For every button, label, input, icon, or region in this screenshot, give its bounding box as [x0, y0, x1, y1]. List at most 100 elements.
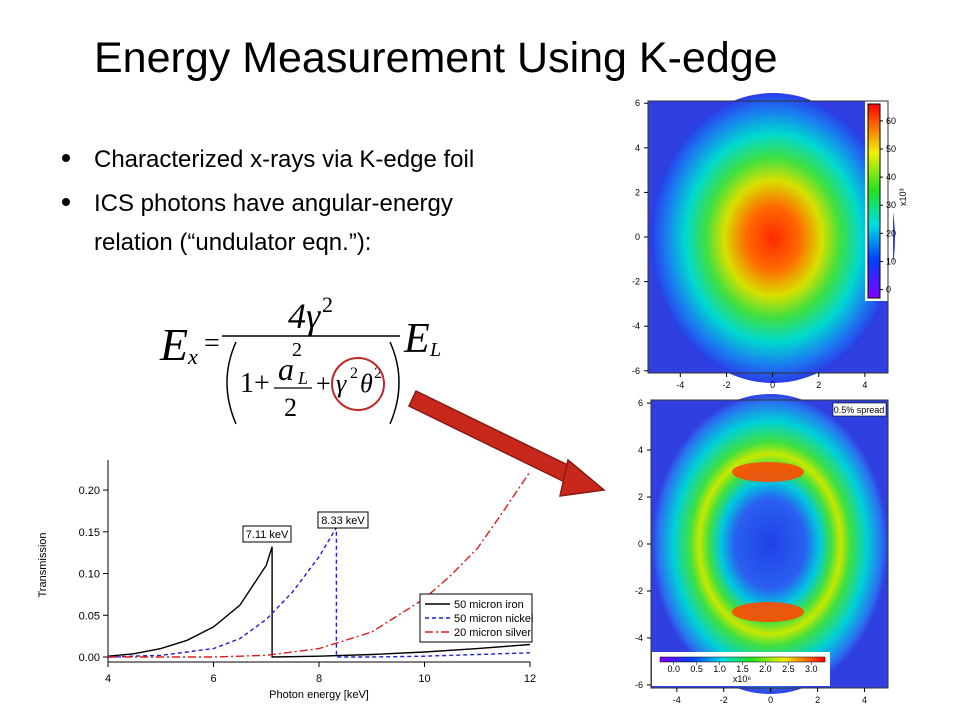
- x-tick-label: 4: [862, 695, 867, 705]
- data-line: [107, 525, 531, 658]
- x-tick-label: 0: [770, 380, 775, 390]
- colorbar-tick-label: 60: [886, 116, 896, 126]
- arrow: [408, 389, 606, 497]
- x-axis-label: Photon energy [keV]: [269, 689, 369, 701]
- slide-title: Energy Measurement Using K-edge: [94, 34, 778, 82]
- eq-subscript: x: [187, 344, 198, 369]
- x-tick-label: -2: [722, 380, 730, 390]
- eq-subscript: L: [297, 368, 308, 388]
- x-tick-label: -2: [720, 695, 728, 705]
- x-tick-label: 12: [524, 673, 536, 685]
- bullet-text: Characterized x-rays via K-edge foil: [94, 146, 474, 173]
- legend-label: 20 micron silver: [454, 627, 531, 639]
- x-tick-label: 4: [862, 380, 867, 390]
- y-tick-label: 0: [638, 539, 643, 549]
- eq-symbol: θ: [360, 369, 373, 398]
- heatmap-label-box: [832, 402, 887, 417]
- colorbar-tick-label: 50: [886, 144, 896, 154]
- y-tick-label: 0.05: [79, 610, 100, 622]
- eq-symbol: E: [159, 319, 188, 370]
- y-tick-label: -4: [635, 633, 643, 643]
- bullet-dot: [62, 154, 70, 162]
- equation: E x = 4γ 2 1+ 2 a L 2 + γ 2 θ 2 E L: [159, 292, 441, 425]
- annotation-box: [317, 511, 369, 529]
- colorbar-tick-label: 1.5: [736, 664, 749, 674]
- y-tick-label: 2: [638, 492, 643, 502]
- paren: [226, 341, 237, 425]
- colorbar-tick-label: 0: [886, 285, 891, 295]
- data-line: [107, 546, 531, 658]
- x-tick-label: 10: [418, 673, 430, 685]
- x-tick-label: 8: [316, 673, 322, 685]
- legend-label: 50 micron iron: [454, 599, 524, 611]
- eq-symbol: +: [316, 369, 331, 398]
- y-tick-label: 0.15: [79, 527, 100, 539]
- bullet-text: relation (“undulator eqn.”):: [94, 229, 371, 256]
- paren: [389, 341, 400, 425]
- x-tick-label: -4: [673, 695, 681, 705]
- bullet-dot: [62, 198, 70, 206]
- colorbar-tick-label: 30: [886, 200, 896, 210]
- x-tick-label: -4: [676, 380, 684, 390]
- colorbar-tick-label: 40: [886, 172, 896, 182]
- y-tick-label: -2: [635, 586, 643, 596]
- legend-box: [419, 593, 533, 643]
- eq-exponent: 2: [322, 292, 333, 317]
- colorbar-tick-label: 3.0: [805, 664, 818, 674]
- y-tick-label: -6: [635, 680, 643, 690]
- heatmap-2-hotspot: [732, 602, 804, 622]
- annotation: 8.33 keV: [321, 515, 365, 527]
- x-tick-label: 2: [816, 380, 821, 390]
- colorbar-tick-label: 2.5: [782, 664, 795, 674]
- annotation: 7.11 keV: [246, 529, 289, 541]
- heatmap-2-hotspot: [732, 462, 804, 482]
- colorbar-tick-label: 0.0: [667, 664, 680, 674]
- colorbar: [867, 103, 881, 299]
- eq-numerator: 4γ: [288, 296, 321, 336]
- eq-symbol: =: [204, 328, 220, 359]
- x-tick-label: 4: [105, 673, 111, 685]
- annotation-box: [242, 525, 292, 543]
- y-axis-label: Transmission: [37, 533, 49, 598]
- eq-symbol: 1+: [240, 368, 270, 399]
- y-tick-label: 6: [635, 98, 640, 108]
- y-tick-label: -2: [632, 277, 640, 287]
- data-line: [108, 471, 531, 658]
- y-tick-label: -6: [632, 366, 640, 376]
- y-tick-label: 4: [635, 143, 640, 153]
- colorbar-tick-label: 0.5: [690, 664, 703, 674]
- heatmap-2-pattern: [652, 394, 888, 694]
- colorbar-label: x10³: [898, 188, 908, 206]
- heatmap-1-pattern: [651, 93, 895, 383]
- eq-symbol: γ: [336, 369, 347, 398]
- bullet-text: ICS photons have angular-energy: [94, 190, 453, 217]
- y-tick-label: 0.00: [79, 652, 100, 664]
- eq-exponent: 2: [292, 339, 302, 361]
- colorbar-tick-label: 20: [886, 228, 896, 238]
- eq-exponent: 2: [374, 365, 382, 382]
- eq-exponent: 2: [350, 365, 358, 382]
- y-tick-label: 0: [635, 232, 640, 242]
- highlight-circle: [331, 357, 385, 411]
- eq-subscript: L: [429, 339, 441, 361]
- y-tick-label: 0.20: [79, 485, 100, 497]
- legend-label: 50 micron nickel: [454, 613, 533, 625]
- eq-denominator: 2: [284, 393, 297, 422]
- colorbar: [659, 656, 826, 663]
- colorbar-tick-label: 1.0: [713, 664, 726, 674]
- colorbar-tick-label: 2.0: [759, 664, 772, 674]
- heatmap-label: 0.5% spread: [834, 405, 885, 415]
- y-tick-label: 4: [638, 445, 643, 455]
- x-tick-label: 0: [768, 695, 773, 705]
- eq-symbol: a: [278, 351, 294, 387]
- y-tick-label: 2: [635, 187, 640, 197]
- y-tick-label: 6: [638, 398, 643, 408]
- y-tick-label: -4: [632, 321, 640, 331]
- x-tick-label: 6: [210, 673, 216, 685]
- colorbar-label: x10⁶: [733, 674, 752, 684]
- x-tick-label: 2: [815, 695, 820, 705]
- y-tick-label: 0.10: [79, 569, 100, 581]
- eq-symbol: E: [403, 316, 430, 362]
- colorbar-tick-label: 10: [886, 256, 896, 266]
